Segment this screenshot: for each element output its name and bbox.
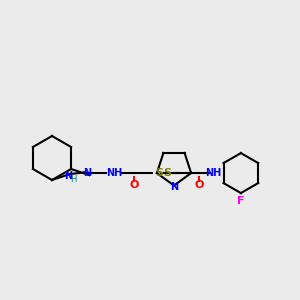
Text: N: N <box>64 171 72 181</box>
Text: NH: NH <box>205 168 221 178</box>
Text: O: O <box>129 179 139 190</box>
Text: N: N <box>170 182 178 193</box>
Text: S: S <box>163 168 171 178</box>
Text: H: H <box>70 176 76 184</box>
Text: O: O <box>194 180 204 190</box>
Text: N: N <box>83 168 91 178</box>
Text: S: S <box>155 168 163 178</box>
Text: NH: NH <box>106 167 122 178</box>
Text: F: F <box>237 196 244 206</box>
